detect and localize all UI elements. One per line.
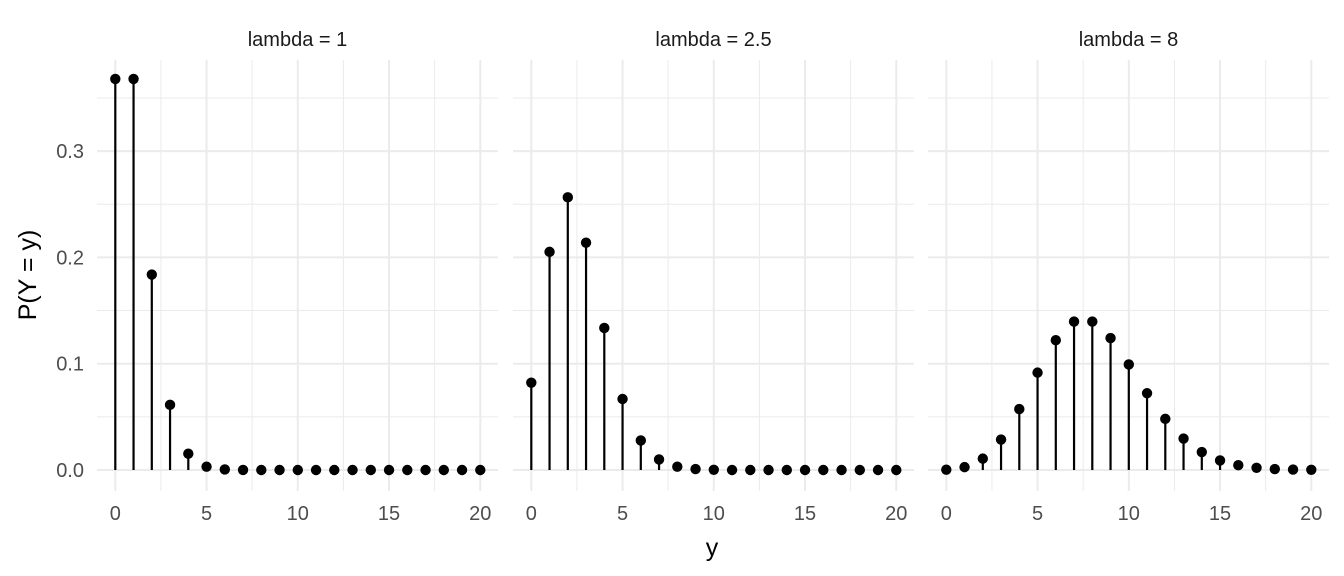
pmf-point [310, 464, 322, 476]
y-tick-label: 0.0 [56, 460, 84, 482]
pmf-point [672, 461, 683, 472]
pmf-point [1123, 359, 1135, 370]
pmf-point [1160, 413, 1171, 425]
pmf-point [891, 464, 902, 476]
x-tick-label: 15 [378, 503, 400, 525]
pmf-point [818, 464, 829, 476]
pmf-point [977, 453, 988, 464]
facet-panel: lambda = 8 0 5 10 15 20 [928, 29, 1329, 525]
x-tick-label: 0 [110, 503, 121, 525]
pmf-point [653, 454, 665, 465]
pmf-point [1196, 446, 1208, 458]
x-tick-label: 10 [703, 503, 725, 525]
facet-strip-label: lambda = 8 [1079, 29, 1179, 51]
x-tick-label: 20 [885, 503, 907, 525]
pmf-point [1068, 316, 1080, 327]
pmf-point [836, 464, 847, 476]
pmf-point [726, 464, 738, 476]
x-tick-label: 15 [1209, 503, 1231, 525]
pmf-point [1251, 462, 1262, 473]
pmf-point [164, 399, 176, 411]
y-tick-label: 0.1 [56, 354, 84, 376]
pmf-point [617, 393, 628, 405]
pmf-point [475, 464, 486, 476]
pmf-point [237, 464, 249, 476]
pmf-point [1269, 463, 1281, 475]
facet-panel: lambda = 2.5 0 5 10 15 20 [513, 29, 914, 525]
pmf-point [183, 448, 194, 459]
pmf-point [365, 464, 376, 476]
pmf-point [599, 322, 610, 334]
x-tick-label: 20 [1300, 503, 1322, 525]
pmf-point [854, 464, 865, 476]
y-axis-title: P(Y = y) [14, 230, 42, 321]
pmf-point [1014, 403, 1025, 415]
pmf-point [383, 464, 395, 476]
pmf-point [292, 464, 303, 476]
x-tick-label: 15 [794, 503, 816, 525]
facet-strip-label: lambda = 2.5 [655, 29, 771, 51]
pmf-point [562, 192, 573, 203]
y-axis-tick-labels: 0.0 0.1 0.2 0.3 [56, 141, 84, 482]
pmf-point [580, 237, 592, 248]
x-tick-label: 20 [469, 503, 491, 525]
facet-panel: lambda = 1 0 5 10 15 20 [97, 29, 498, 525]
pmf-point [329, 464, 340, 476]
x-tick-label: 0 [941, 503, 952, 525]
pmf-point [110, 73, 121, 85]
pmf-point [438, 464, 449, 476]
pmf-point [799, 464, 811, 476]
x-axis-title: y [706, 534, 719, 562]
x-tick-label: 10 [1118, 503, 1140, 525]
x-tick-label: 0 [526, 503, 537, 525]
x-tick-label: 5 [1032, 503, 1043, 525]
x-tick-label: 5 [617, 503, 628, 525]
pmf-point [1105, 332, 1116, 344]
facet-strip-label: lambda = 1 [248, 29, 348, 51]
pmf-point [219, 464, 230, 475]
pmf-point [1141, 388, 1153, 399]
pmf-point [456, 464, 468, 476]
pmf-point [544, 246, 555, 258]
pmf-point [128, 73, 139, 85]
pmf-point [201, 461, 212, 472]
pmf-point [256, 464, 267, 476]
pmf-point [690, 463, 701, 475]
pmf-point [420, 464, 431, 476]
pmf-point [745, 464, 756, 476]
pmf-point [941, 464, 952, 475]
pmf-point [959, 461, 970, 473]
pmf-point [347, 464, 358, 476]
pmf-point [1178, 433, 1189, 444]
pmf-point [1050, 335, 1062, 346]
x-tick-label: 10 [287, 503, 309, 525]
pmf-point [274, 464, 285, 476]
pmf-point [1233, 460, 1244, 471]
pmf-point [1287, 464, 1299, 475]
pmf-point [1087, 316, 1098, 327]
pmf-point [1306, 464, 1317, 475]
y-tick-label: 0.2 [56, 247, 84, 269]
pmf-point [872, 464, 884, 476]
pmf-point [995, 434, 1007, 445]
pmf-point [402, 464, 413, 476]
pmf-point [526, 377, 537, 388]
pmf-point [708, 464, 719, 475]
x-tick-label: 5 [201, 503, 212, 525]
y-tick-label: 0.3 [56, 141, 84, 163]
pmf-point [763, 464, 774, 476]
pmf-point [146, 269, 157, 280]
pmf-point [1214, 455, 1226, 466]
pmf-point [635, 435, 646, 446]
pmf-point [781, 464, 792, 476]
pmf-point [1032, 367, 1043, 378]
